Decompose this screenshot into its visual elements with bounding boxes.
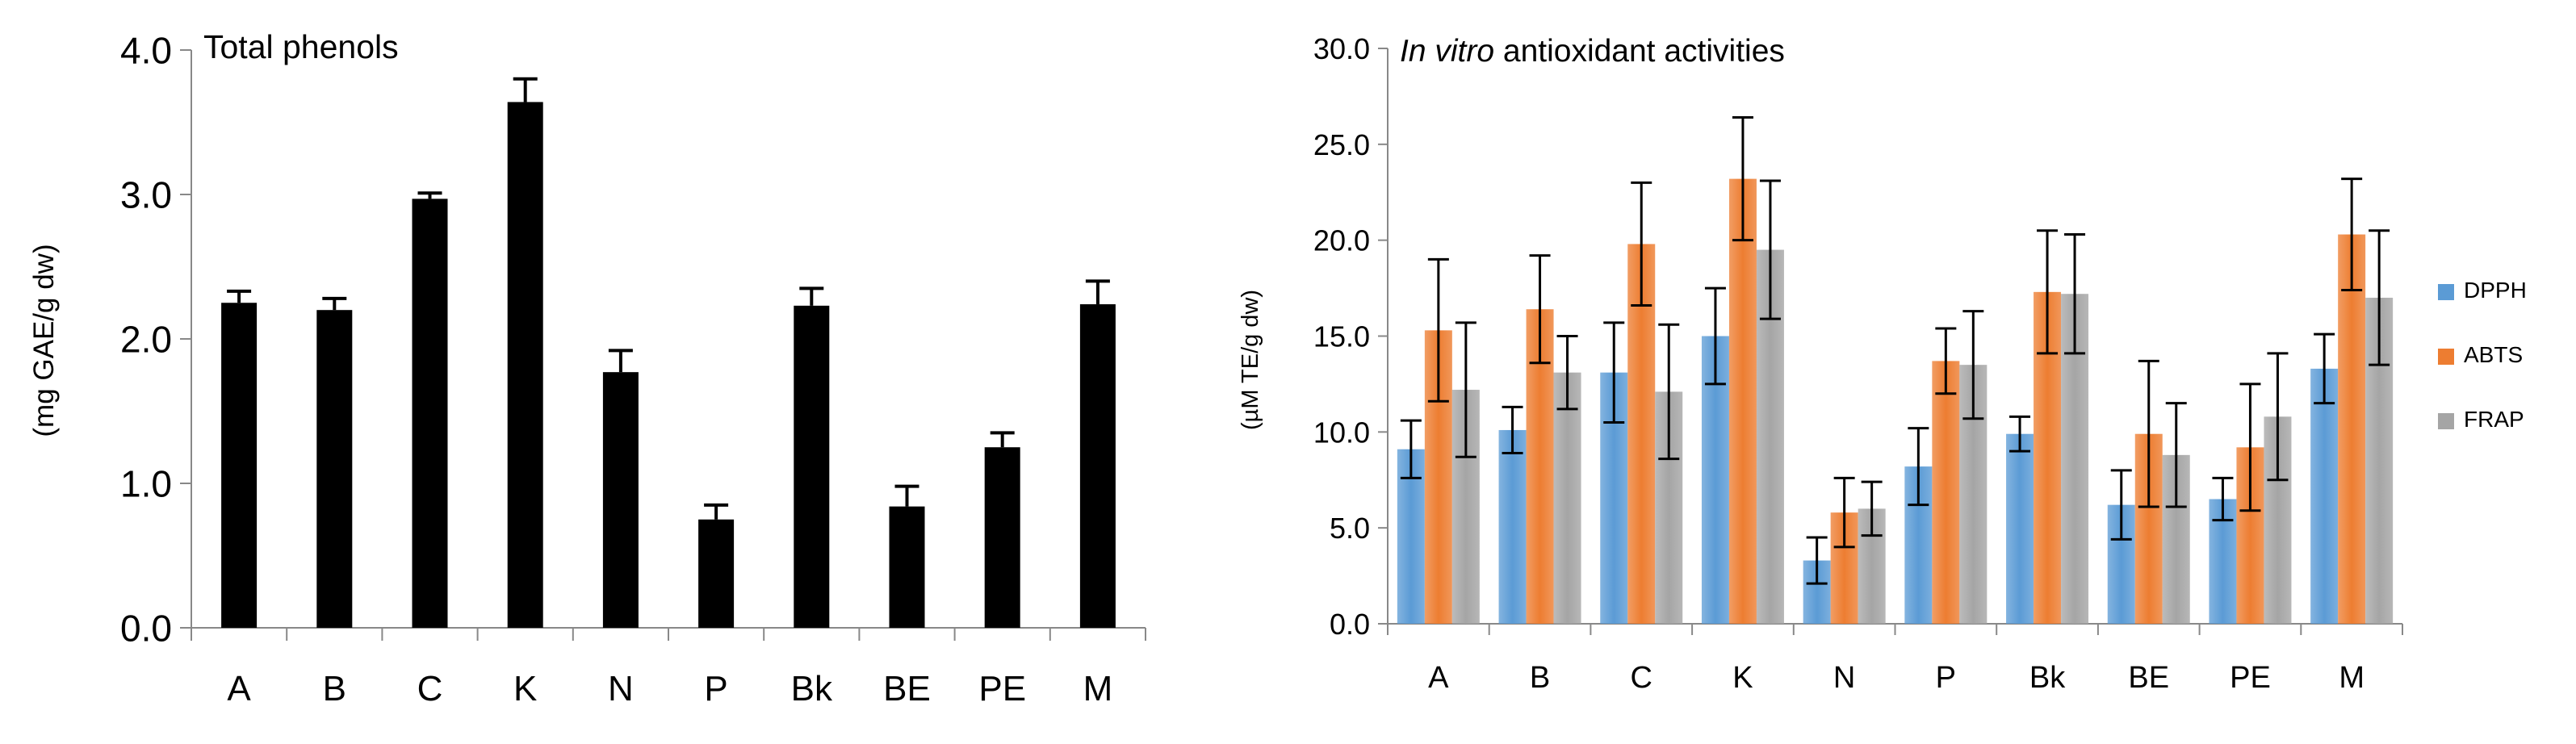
chart1-y-axis-label: (mg GAE/g dw) [28,244,60,437]
bar-abts-m [2338,234,2366,624]
y-tick-label: 1.0 [120,463,172,505]
total-phenols-chart: Total phenols (mg GAE/g dw) 0.0 1.0 2.0 3.0… [28,28,1146,708]
x-tick-label: K [513,669,537,708]
bar-total-phenols-b [316,310,353,628]
x-tick-label: N [1833,661,1855,695]
y-tick-label: 10.0 [1313,416,1370,449]
bar-frap-b [1553,372,1581,624]
bar-abts-k [1728,178,1757,624]
x-tick-label: A [1428,661,1449,695]
x-tick-label: A [227,669,251,708]
x-tick-label: BE [883,669,931,708]
legend-swatch-abts [2438,349,2454,365]
legend-swatch-frap [2438,413,2454,429]
bar-total-phenols-bk [794,305,830,628]
chart2-title-rest: antioxidant activities [1494,34,1785,69]
legend-label-dpph: DPPH [2464,278,2527,303]
x-tick-label: PE [978,669,1026,708]
chart2-y-axis-label: (µM TE/g dw) [1238,290,1263,430]
y-tick-label: 4.0 [120,30,172,72]
bar-abts-p [1932,361,1960,624]
bar-total-phenols-a [221,303,258,628]
x-tick-label: P [1936,661,1956,695]
x-tick-label: M [2339,661,2364,695]
bar-total-phenols-n [602,372,639,628]
x-tick-label: K [1732,661,1753,695]
y-tick-label: 25.0 [1313,128,1370,161]
bar-total-phenols-pe [984,447,1020,628]
bar-abts-c [1627,244,1656,624]
chart2-title: In vitro antioxidant activities [1400,34,1785,69]
y-tick-label: 2.0 [120,319,172,361]
y-tick-label: 20.0 [1313,224,1370,257]
legend-swatch-dpph [2438,284,2454,300]
bar-total-phenols-be [889,506,925,628]
x-tick-label: C [1631,661,1652,695]
x-tick-label: BE [2128,661,2169,695]
bar-total-phenols-k [507,102,543,628]
y-tick-label: 5.0 [1330,512,1370,545]
bar-dpph-bk [2006,433,2034,624]
x-tick-label: C [417,669,443,708]
x-tick-label: M [1083,669,1113,708]
chart1-title: Total phenols [203,28,399,65]
y-tick-label: 15.0 [1313,320,1370,353]
y-tick-label: 0.0 [120,608,172,650]
bar-total-phenols-m [1079,304,1116,628]
x-tick-label: P [704,669,727,708]
chart2-title-italic: In vitro [1400,34,1494,69]
bar-total-phenols-c [412,199,448,628]
bar-total-phenols-p [698,519,735,628]
x-tick-label: B [323,669,346,708]
x-tick-label: B [1530,661,1550,695]
y-tick-label: 0.0 [1330,608,1370,641]
y-tick-label: 30.0 [1313,32,1370,65]
legend-label-abts: ABTS [2464,342,2523,367]
legend-label-frap: FRAP [2464,407,2524,432]
y-tick-label: 3.0 [120,174,172,216]
bar-dpph-b [1498,429,1527,624]
x-tick-label: PE [2230,661,2271,695]
x-tick-label: Bk [791,669,833,708]
x-tick-label: Bk [2029,661,2066,695]
x-tick-label: N [608,669,634,708]
antioxidant-chart: In vitro antioxidant activities (µM TE/g… [1238,32,2527,695]
bar-dpph-m [2310,368,2339,624]
